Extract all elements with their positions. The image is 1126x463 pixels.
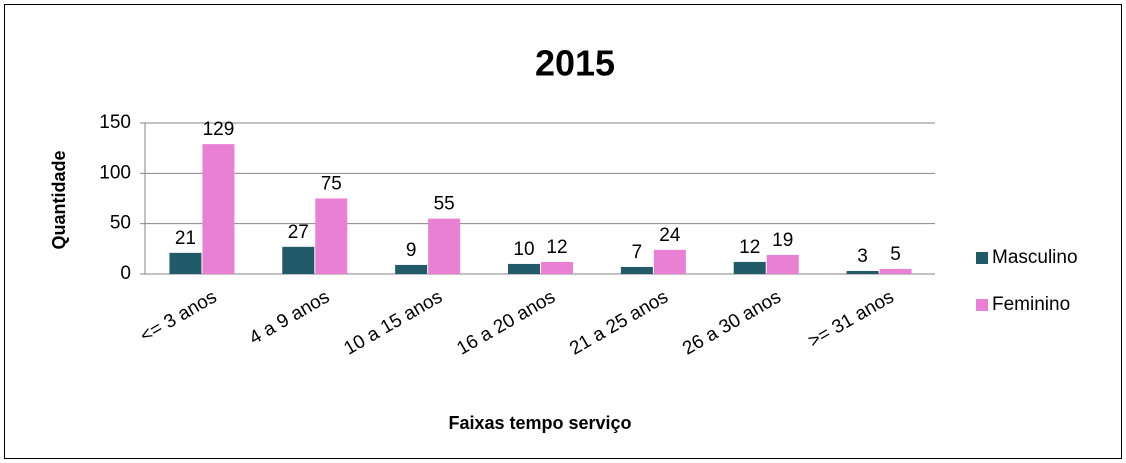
bar	[395, 264, 428, 274]
y-axis-label: Quantidade	[49, 150, 69, 249]
value-label: 5	[890, 244, 901, 265]
legend-swatch	[976, 299, 988, 311]
value-label: 10	[513, 239, 534, 260]
chart-frame	[4, 4, 1122, 459]
value-label: 55	[434, 194, 455, 215]
value-label: 19	[772, 230, 793, 251]
legend-label: Feminino	[992, 294, 1070, 315]
bar	[508, 263, 540, 274]
bar	[315, 198, 348, 274]
value-label: 12	[546, 237, 567, 258]
bar	[428, 218, 461, 274]
y-tick-label: 150	[99, 112, 131, 133]
bar	[733, 261, 766, 274]
y-tick-label: 0	[120, 263, 131, 284]
value-label: 129	[203, 119, 235, 140]
bar	[879, 268, 912, 274]
bar	[541, 261, 573, 274]
bar	[766, 254, 799, 274]
legend-label: Masculino	[992, 247, 1078, 268]
value-label: 9	[406, 240, 417, 261]
bar	[282, 246, 315, 274]
bar	[653, 249, 686, 274]
value-label: 7	[632, 242, 643, 263]
value-label: 24	[659, 225, 681, 246]
value-label: 27	[288, 222, 309, 243]
x-axis-label: Faixas tempo serviço	[448, 413, 631, 433]
bar	[169, 252, 202, 274]
bar	[846, 270, 879, 274]
chart-title: 2015	[535, 43, 615, 84]
value-label: 3	[857, 246, 868, 267]
bar	[202, 144, 235, 274]
y-tick-label: 100	[99, 162, 131, 183]
value-label: 75	[321, 174, 342, 195]
legend-swatch	[976, 252, 988, 264]
bar	[620, 266, 653, 274]
y-tick-label: 50	[110, 213, 131, 234]
value-label: 12	[739, 237, 760, 258]
value-label: 21	[175, 228, 196, 249]
